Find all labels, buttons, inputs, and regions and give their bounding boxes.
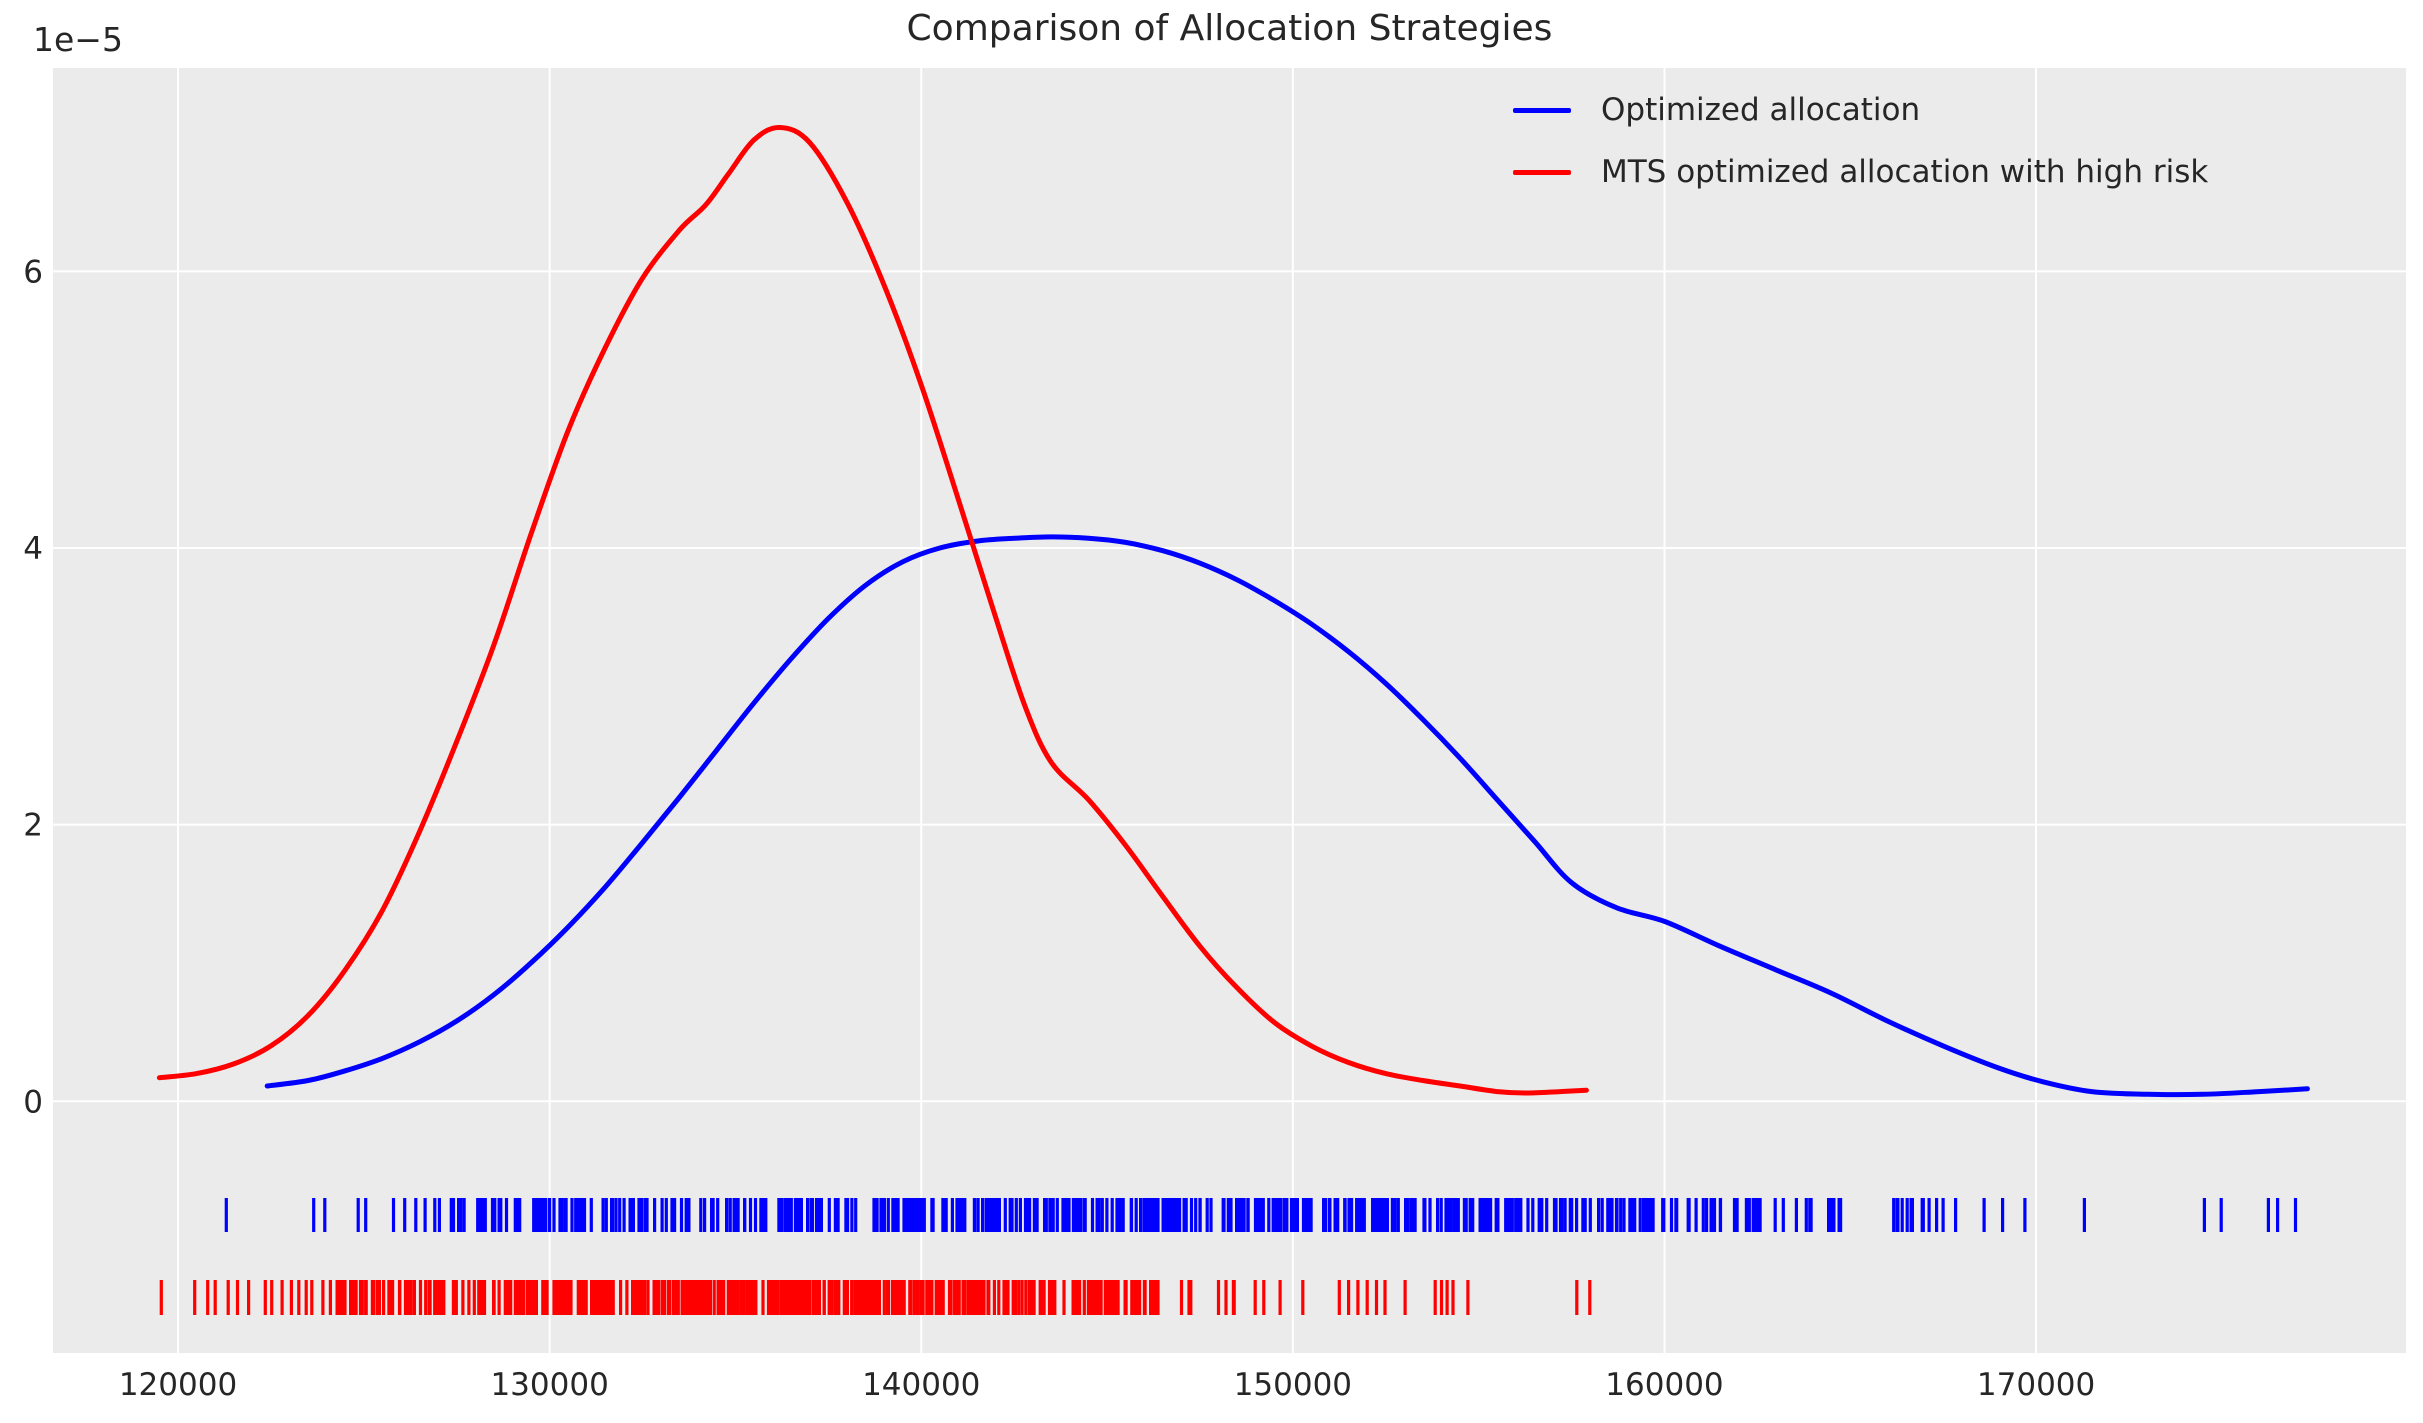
- y-tick-label: 2: [23, 808, 43, 844]
- y-tick-label: 4: [23, 531, 43, 567]
- legend-item-mts: MTS optimized allocation with high risk: [1513, 148, 2208, 196]
- y-tick-label: 0: [23, 1084, 43, 1120]
- y-tick-label: 6: [23, 254, 43, 290]
- x-tick-label: 140000: [862, 1367, 980, 1403]
- legend-label: Optimized allocation: [1601, 92, 1921, 128]
- kde-curve: [156, 124, 1589, 1096]
- legend-line-blue-icon: [1513, 107, 1571, 113]
- y-axis-offset-label: 1e−5: [33, 20, 123, 59]
- legend-label: MTS optimized allocation with high risk: [1601, 154, 2209, 190]
- x-tick-label: 160000: [1605, 1367, 1723, 1403]
- axes-background: [53, 68, 2406, 1353]
- x-tick-label: 130000: [490, 1367, 608, 1403]
- legend: Optimized allocation MTS optimized alloc…: [1513, 86, 2208, 196]
- chart-title: Comparison of Allocation Strategies: [906, 8, 1553, 49]
- x-tick-label: 170000: [1977, 1367, 2095, 1403]
- legend-item-optimized: Optimized allocation: [1513, 86, 2208, 134]
- rug-row: [224, 1198, 2298, 1232]
- kde-curve: [264, 534, 2310, 1098]
- x-tick-label: 150000: [1234, 1367, 1352, 1403]
- rug-row: [159, 1280, 1592, 1315]
- legend-line-red-icon: [1513, 169, 1571, 175]
- x-tick-label: 120000: [119, 1367, 237, 1403]
